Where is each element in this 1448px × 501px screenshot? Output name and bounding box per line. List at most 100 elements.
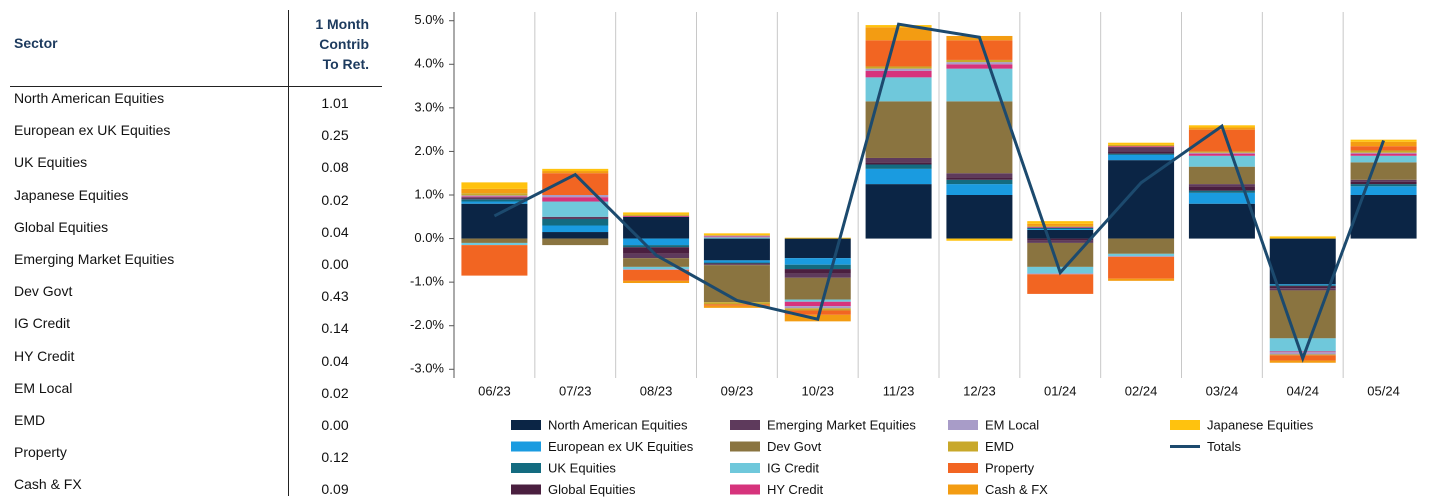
bar-segment	[1027, 227, 1094, 229]
bar-segment	[703, 265, 770, 303]
bar-segment	[703, 262, 770, 264]
x-tick-label: 08/23	[640, 383, 673, 398]
y-tick-label: 3.0%	[414, 99, 444, 114]
sector-name: Property	[14, 444, 67, 461]
bar-segment	[542, 171, 609, 174]
bar-segment	[623, 269, 690, 281]
bar-segment	[865, 101, 932, 158]
bar-segment	[865, 184, 932, 239]
bar-segment	[1269, 285, 1336, 287]
bar-segment	[1027, 274, 1094, 294]
x-tick-label: 01/24	[1044, 383, 1077, 398]
bar-segment	[946, 238, 1013, 241]
contribution-value: 0.43	[321, 288, 349, 305]
table-header: 1 Month Contrib To Ret.	[315, 16, 369, 72]
bar-segment	[1027, 229, 1094, 239]
bar-segment	[784, 237, 851, 239]
sector-name: EMD	[14, 412, 46, 428]
bar-segment	[1108, 256, 1175, 257]
bar-segment	[784, 308, 851, 311]
bar-segment	[784, 306, 851, 309]
bar-segment	[1108, 146, 1175, 148]
bar-segment	[865, 27, 932, 41]
bar-segment	[784, 277, 851, 300]
bar-segment	[1188, 153, 1255, 156]
y-tick-label: 2.0%	[414, 143, 444, 158]
bar-segment	[784, 238, 851, 259]
bar-segment	[703, 233, 770, 236]
x-tick-label: 12/23	[963, 383, 996, 398]
bar-segment	[1350, 181, 1417, 185]
legend-swatch	[948, 463, 978, 473]
contribution-value: 0.02	[321, 191, 349, 208]
legend-swatch	[730, 484, 760, 495]
x-tick-label: 05/24	[1367, 383, 1400, 398]
bar-segment	[784, 299, 851, 302]
bar-segment	[1027, 226, 1094, 228]
contribution-value: 0.02	[321, 384, 349, 401]
legend-swatch	[948, 484, 978, 495]
bar-segment	[1108, 153, 1175, 155]
bar-segment	[865, 66, 932, 69]
contribution-value: 0.14	[321, 320, 349, 337]
sector-name: IG Credit	[14, 315, 71, 332]
contribution-value: 0.04	[321, 223, 349, 240]
bar-segment	[784, 273, 851, 278]
bar-segment	[461, 199, 528, 202]
legend-label: Property	[985, 460, 1035, 475]
legend-swatch	[1170, 420, 1200, 430]
bar-segment	[1350, 186, 1417, 195]
legend-label: Dev Govt	[767, 439, 822, 454]
legend-swatch	[511, 441, 541, 452]
bar-segment	[1108, 278, 1175, 281]
bar-segment	[946, 64, 1013, 69]
legend-label: Global Equities	[548, 482, 636, 497]
bar-segment	[1350, 153, 1417, 156]
bar-segment	[623, 215, 690, 217]
legend-label: EM Local	[985, 417, 1039, 432]
bar-segment	[1188, 192, 1255, 204]
bar-segment	[1269, 338, 1336, 352]
legend-label: HY Credit	[767, 482, 824, 497]
legend-swatch	[511, 484, 541, 495]
x-tick-label: 09/23	[721, 383, 754, 398]
bar-segment	[461, 197, 528, 200]
bar-segment	[461, 188, 528, 194]
x-tick-label: 06/23	[478, 383, 511, 398]
bar-segment	[865, 70, 932, 78]
contribution-value: 0.00	[321, 417, 349, 433]
contribution-value: 0.09	[321, 481, 349, 498]
header-rule	[10, 86, 382, 87]
legend-label: IG Credit	[767, 460, 819, 475]
legend-swatch	[511, 463, 541, 473]
y-tick-label: 1.0%	[414, 186, 444, 201]
bar-segment	[784, 258, 851, 265]
y-tick-label: 5.0%	[414, 12, 444, 27]
bar-segment	[1108, 144, 1175, 147]
bar-segment	[1350, 152, 1417, 154]
bar-segment	[865, 40, 932, 67]
y-tick-label: 4.0%	[414, 56, 444, 71]
bar-segment	[1027, 225, 1094, 227]
bar-segment	[1188, 155, 1255, 167]
bar-segment	[623, 258, 690, 267]
bar-segment	[623, 245, 690, 248]
bar-segment	[946, 101, 1013, 174]
bar-segment	[703, 302, 770, 305]
y-tick-label: -2.0%	[410, 317, 444, 332]
column-divider	[288, 10, 289, 496]
bar-segment	[946, 177, 1013, 180]
bar-segment	[1350, 179, 1417, 182]
sector-name: EM Local	[14, 379, 73, 396]
legend-swatch	[511, 420, 541, 430]
sector-name: North American Equities	[14, 90, 165, 106]
bar-segment	[703, 263, 770, 265]
bar-segment	[865, 168, 932, 185]
contribution-value: 0.08	[321, 159, 349, 176]
bar-segment	[542, 197, 609, 202]
legend-label: Japanese Equities	[1207, 417, 1314, 432]
bar-segment	[461, 193, 528, 196]
sector-name: Cash & FX	[14, 476, 82, 493]
